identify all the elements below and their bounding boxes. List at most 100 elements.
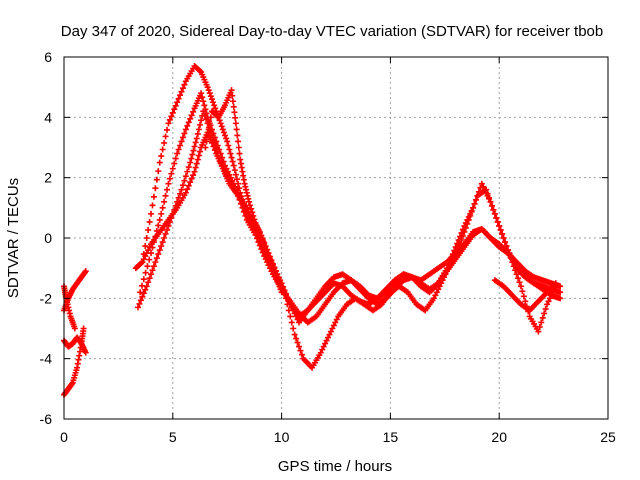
- data-point-main-1-6-4: [188, 175, 195, 182]
- data-point-main-3-7-4: [202, 106, 209, 113]
- data-point-main-4-42-5: [494, 218, 501, 225]
- data-point-main-3-17-4: [288, 319, 295, 326]
- y-tick-label-3: 0: [44, 230, 52, 246]
- data-point-main-4-11-3: [227, 150, 234, 157]
- data-point-main-3-46-4: [541, 310, 548, 317]
- data-point-main-5-5-5: [236, 150, 243, 157]
- data-point-main-3-18-1: [293, 335, 300, 342]
- data-point-main-2-0-5: [142, 286, 149, 293]
- data-point-main-4-12-1: [231, 167, 238, 174]
- data-point-main-4-44-3: [509, 256, 516, 263]
- data-point-main-3-0-5: [146, 256, 153, 263]
- data-point-main-3-44-0: [517, 283, 524, 290]
- data-point-main-3-0-1: [138, 282, 145, 289]
- data-point-main-5-4-3: [230, 103, 237, 110]
- data-point-main-4-8-2: [206, 90, 213, 97]
- data-point-main-2-0-4: [140, 290, 147, 297]
- data-point-main-3-17-5: [290, 325, 297, 332]
- data-point-main-4-3-4: [171, 106, 178, 113]
- data-point-main-4-9-0: [211, 102, 218, 109]
- data-point-main-2-2-4: [158, 243, 165, 250]
- data-point-main-1-1-4: [145, 247, 152, 254]
- series-main-4: [139, 63, 564, 326]
- data-point-main-3-7-0: [198, 90, 205, 97]
- data-point-main-3-47-1: [545, 298, 552, 305]
- data-point-main-2-0-2: [137, 297, 144, 304]
- data-point-main-3-5-3: [187, 115, 194, 122]
- data-point-main-3-17-3: [287, 313, 294, 320]
- data-point-main-3-2-1: [158, 210, 165, 217]
- data-point-main-4-19-0: [287, 301, 294, 308]
- data-point-main-4-41-0: [478, 180, 485, 187]
- data-point-main-4-38-0: [452, 244, 459, 251]
- data-point-main-2-6-5: [192, 139, 199, 146]
- data-point-main-5-8-0: [245, 198, 252, 205]
- data-point-main-4-4-3: [178, 88, 185, 95]
- data-point-main-3-43-3: [513, 271, 520, 278]
- x-tick-label-0: 0: [60, 429, 68, 445]
- data-point-main-4-44-1: [506, 250, 513, 257]
- data-point-main-3-5-0: [182, 126, 189, 133]
- data-point-main-3-22-3: [330, 322, 337, 329]
- data-point-main-4-14-5: [251, 225, 258, 232]
- data-point-main-3-5-2: [185, 119, 192, 126]
- data-point-main-2-5-1: [179, 182, 186, 189]
- data-point-main-4-42-1: [488, 202, 495, 209]
- data-point-main-2-4-4: [175, 194, 182, 201]
- data-point-main-3-2-4: [162, 192, 169, 199]
- data-point-main-4-15-0: [252, 228, 259, 235]
- x-axis-label: GPS time / hours: [278, 458, 392, 475]
- data-point-main-4-41-1: [480, 183, 487, 190]
- data-point-main-5-12-3: [275, 280, 282, 287]
- data-point-main-3-47-0: [544, 301, 551, 308]
- data-point-main-4-39-2: [464, 216, 471, 223]
- data-point-main-2-5-0: [178, 186, 185, 193]
- data-point-main-4-13-4: [241, 203, 248, 210]
- data-point-main-3-21-2: [320, 343, 327, 350]
- data-point-main-4-0-3: [143, 235, 150, 241]
- y-tick-label-1: -4: [40, 351, 53, 367]
- data-point-main-4-19-1: [288, 304, 295, 311]
- data-point-main-2-2-0: [152, 259, 159, 266]
- data-point-main-4-42-2: [490, 206, 497, 213]
- data-point-main-4-9-5: [216, 117, 223, 124]
- data-point-main-3-22-4: [332, 319, 339, 326]
- data-point-main-2-7-1: [194, 130, 201, 137]
- data-point-main-5-10-0: [259, 235, 266, 241]
- data-point-main-2-1-2: [146, 275, 153, 282]
- data-point-main-3-1-2: [150, 239, 157, 246]
- data-point-main-5-11-3: [268, 262, 275, 269]
- data-point-main-4-42-4: [493, 214, 500, 221]
- data-point-main-1-6-0: [182, 189, 189, 196]
- data-point-main-1-0-5: [138, 260, 145, 267]
- data-point-main-3-3-0: [165, 180, 172, 187]
- data-point-main-4-1-5: [155, 168, 162, 175]
- data-point-main-4-1-1: [149, 202, 156, 209]
- data-point-main-3-4-4: [179, 134, 186, 141]
- x-tick-label-2: 10: [274, 429, 290, 445]
- data-point-main-4-12-2: [232, 171, 239, 178]
- data-point-main-3-0-2: [140, 276, 147, 283]
- data-point-main-5-12-0: [272, 271, 279, 278]
- data-point-main-4-11-1: [225, 142, 232, 149]
- data-point-main-4-19-2: [290, 307, 297, 314]
- data-point-main-3-9-1: [214, 142, 221, 149]
- data-point-main-4-41-5: [486, 195, 493, 202]
- data-point-main-4-41-2: [481, 186, 488, 193]
- data-point-main-5-8-5: [251, 216, 258, 223]
- data-point-main-2-6-2: [189, 151, 196, 158]
- axis-ticks: 0 5 10 15 20 25 -6 -4 -2 0 2 4 6: [40, 49, 616, 445]
- data-point-main-3-22-2: [329, 325, 336, 332]
- data-point-main-5-10-4: [263, 247, 270, 254]
- data-point-main-4-2-4: [162, 133, 169, 140]
- data-point-main-1-6-5: [190, 172, 197, 179]
- data-point-main-4-40-5: [477, 184, 484, 191]
- data-point-main-3-46-2: [538, 319, 545, 326]
- data-point-main-4-14-1: [245, 213, 252, 220]
- data-point-main-3-3-2: [168, 170, 175, 177]
- data-point-main-2-6-3: [190, 147, 197, 154]
- y-tick-label-4: 2: [44, 170, 52, 186]
- data-point-main-5-11-5: [270, 268, 277, 275]
- data-point-main-2-3-0: [161, 235, 168, 241]
- data-point-main-2-7-3: [197, 121, 203, 128]
